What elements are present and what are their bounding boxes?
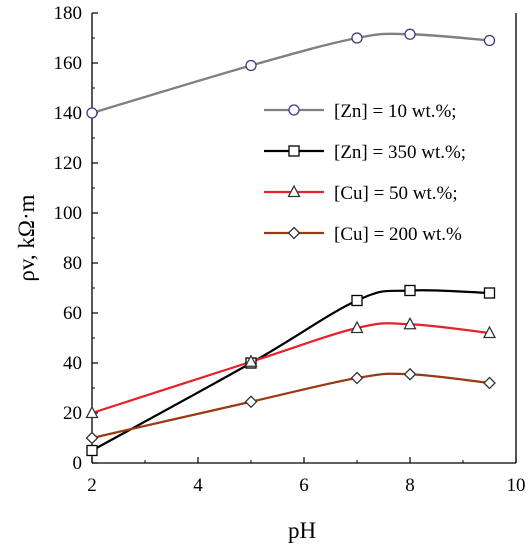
legend-label-zn-10: [Zn] = 10 wt.%; — [334, 101, 457, 122]
data-point-zn-10 — [245, 59, 257, 72]
legend-label-zn-350: [Zn] = 350 wt.%; — [334, 142, 466, 163]
x-tick-label: 4 — [193, 475, 203, 496]
y-tick-label: 180 — [54, 3, 83, 24]
series-line-cu-200 — [91, 372, 490, 440]
y-axis-title: ρv, kΩ·m — [14, 194, 39, 281]
y-tick-label: 160 — [54, 53, 83, 74]
x-tick-label: 8 — [405, 475, 415, 496]
y-tick-label: 0 — [73, 453, 83, 474]
data-point-zn-350 — [86, 444, 98, 457]
legend-marker-cu-200 — [287, 226, 301, 240]
data-point-cu-50 — [482, 325, 497, 339]
y-tick-label: 140 — [54, 103, 83, 124]
series-line-cu-50 — [91, 322, 490, 415]
data-point-cu-200 — [85, 431, 99, 445]
y-tick-label: 100 — [54, 203, 83, 224]
data-point-cu-50 — [85, 405, 99, 419]
data-point-zn-10 — [404, 28, 416, 40]
series-line-zn-10 — [91, 32, 490, 115]
y-tick-label: 20 — [63, 403, 82, 424]
data-point-zn-10 — [351, 32, 363, 44]
y-tick-label: 40 — [63, 353, 82, 374]
x-tick-label: 2 — [87, 475, 97, 496]
x-tick-label: 6 — [299, 475, 309, 496]
data-point-cu-50 — [350, 320, 364, 334]
y-tick-label: 120 — [54, 153, 83, 174]
data-point-cu-50 — [244, 354, 258, 367]
y-tick-label: 80 — [63, 253, 82, 274]
data-point-zn-10 — [483, 34, 496, 47]
data-point-zn-10 — [86, 107, 98, 119]
data-point-zn-350 — [404, 284, 416, 297]
legend-marker-cu-50 — [287, 184, 301, 198]
legend-marker-zn-350 — [288, 145, 300, 157]
series-line-zn-350 — [91, 289, 490, 452]
data-point-cu-50 — [403, 316, 417, 330]
data-point-zn-350 — [351, 294, 363, 307]
data-point-cu-200 — [483, 376, 496, 390]
legend-label-cu-200: [Cu] = 200 wt.% — [334, 224, 462, 245]
axes: 0 20 40 60 80 100 120 140 160 180 2 4 6 8 10 — [54, 3, 526, 496]
data-point-cu-200 — [244, 395, 258, 409]
x-axis-title: pH — [288, 518, 316, 543]
y-tick-label: 60 — [63, 303, 82, 324]
data-point-zn-350 — [483, 287, 496, 299]
legend: [Zn] = 10 wt.%; [Zn] = 350 wt.%; [Cu] = 50… — [264, 101, 466, 245]
series-lines — [91, 32, 490, 452]
legend-label-cu-50: [Cu] = 50 wt.%; — [334, 183, 458, 204]
x-tick-label: 10 — [507, 475, 526, 496]
series-markers — [85, 28, 497, 457]
data-point-cu-200 — [403, 367, 417, 381]
legend-marker-zn-10 — [288, 104, 300, 116]
data-point-cu-200 — [350, 371, 364, 385]
